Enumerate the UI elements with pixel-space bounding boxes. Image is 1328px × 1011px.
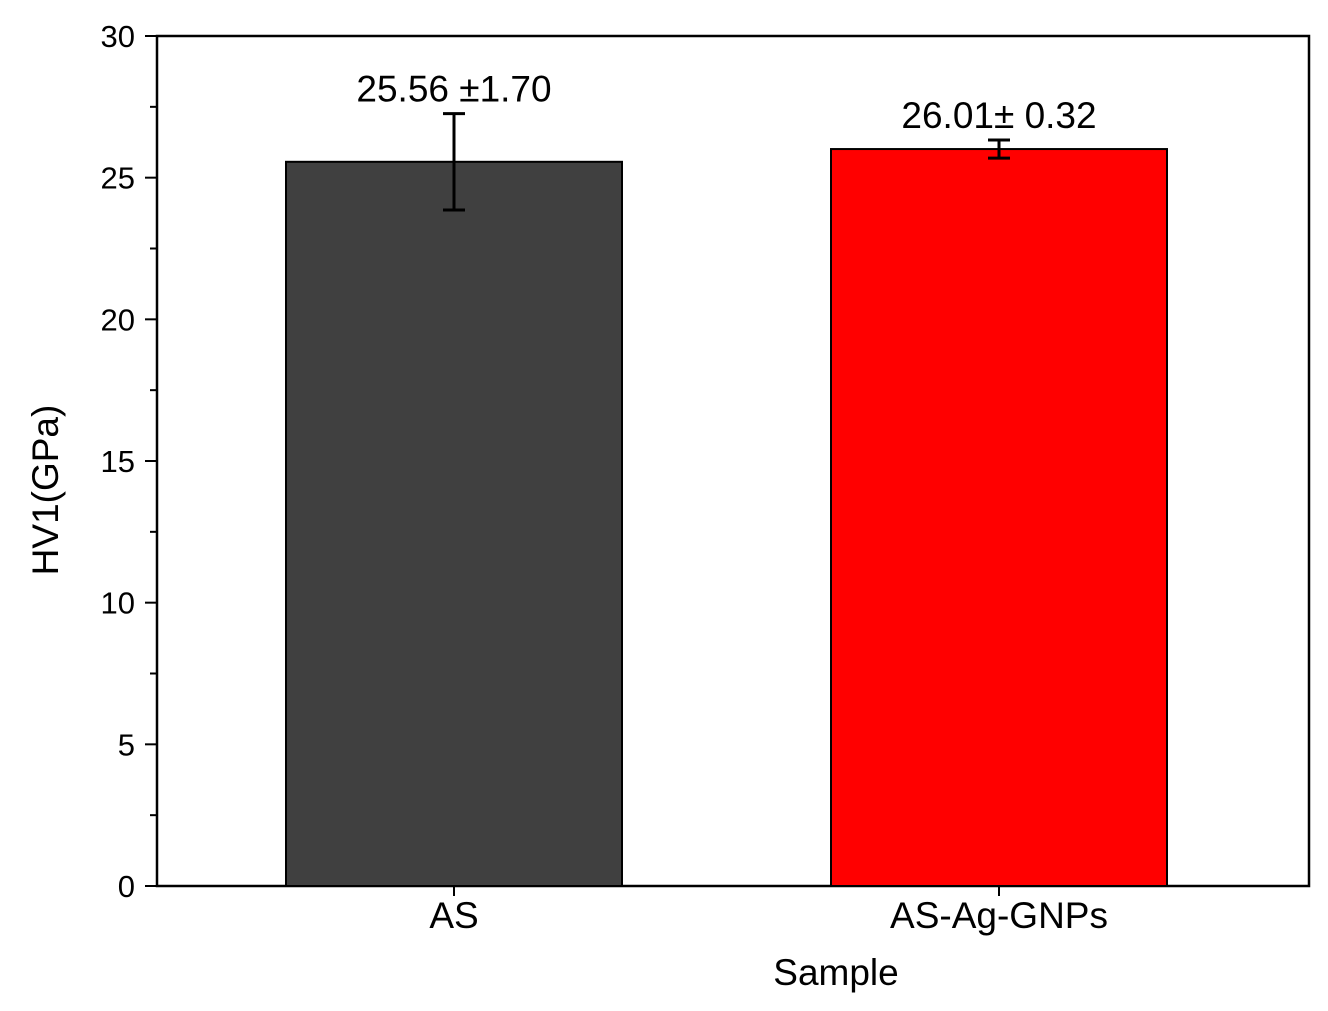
- data-label: 26.01± 0.32: [901, 95, 1096, 136]
- y-tick-label: 20: [101, 302, 135, 337]
- error-bars: [443, 112, 1010, 212]
- y-tick-label: 30: [101, 19, 135, 54]
- bars: [285, 148, 1168, 888]
- bar: [285, 160, 623, 888]
- bar: [830, 148, 1168, 888]
- data-label: 25.56 ±1.70: [356, 69, 551, 110]
- x-tick-label: AS-Ag-GNPs: [890, 895, 1108, 936]
- x-tick-label: AS: [429, 895, 478, 936]
- y-tick-label: 15: [101, 444, 135, 479]
- y-axis-title: HV1(GPa): [25, 405, 66, 576]
- y-axis: 0 5 10 15 20 25 30: [101, 19, 157, 904]
- y-tick-label: 0: [118, 869, 135, 904]
- y-tick-label: 10: [101, 586, 135, 621]
- y-tick-label: 5: [118, 727, 135, 762]
- data-labels: 25.56 ±1.70 26.01± 0.32: [356, 69, 1096, 136]
- x-axis-title: Sample: [773, 952, 898, 993]
- y-tick-label: 25: [101, 161, 135, 196]
- x-axis: AS AS-Ag-GNPs: [429, 886, 1108, 936]
